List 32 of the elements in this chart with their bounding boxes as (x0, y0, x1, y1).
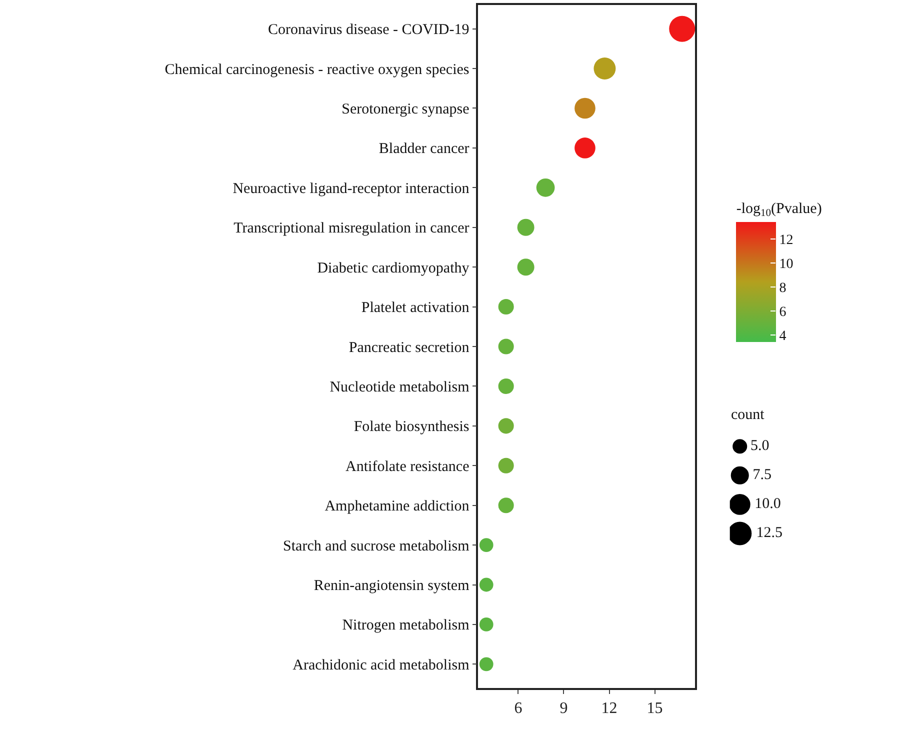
color-bar-label: 8 (779, 280, 786, 296)
legend-label: 7.5 (752, 467, 772, 484)
color-bar-label: 12 (779, 232, 794, 248)
y-tick-label: Platelet activation (361, 300, 470, 316)
legend-label: 12.5 (756, 525, 782, 542)
color-bar-label: 10 (779, 256, 794, 272)
y-tick-label: Renin-angiotensin system (314, 578, 470, 594)
legend-title: count (731, 407, 766, 423)
y-tick-label: Starch and sucrose metabolism (283, 538, 470, 554)
y-tick-label: Arachidonic acid metabolism (292, 657, 470, 674)
x-tick-label: 12 (601, 700, 618, 717)
y-tick-label: Neuroactive ligand-receptor interaction (232, 180, 470, 197)
y-tick-label: Serotonergic synapse (342, 101, 470, 118)
y-tick-label: Nitrogen metabolism (342, 618, 470, 634)
x-tick-label: 6 (514, 700, 522, 717)
x-tick-label: 15 (646, 700, 663, 717)
y-tick-label: Coronavirus disease - COVID-19 (268, 22, 470, 38)
y-tick-label: Amphetamine addiction (324, 498, 470, 515)
y-tick-label: Antifolate resistance (346, 458, 470, 475)
color-bar-title: -log$_{10}$(Pvalue) (736, 200, 822, 219)
color-bar-label: 4 (779, 328, 786, 344)
legend-label: 5.0 (750, 438, 770, 454)
y-tick-label: Bladder cancer (378, 141, 470, 158)
y-tick-label: Nucleotide metabolism (330, 379, 470, 396)
y-tick-label: Chemical carcinogenesis - reactive oxygen species (164, 62, 470, 78)
x-tick-label: 9 (560, 700, 568, 717)
y-tick-label: Transcriptional misregulation in cancer (234, 220, 470, 237)
color-bar-label: 6 (779, 304, 786, 320)
y-tick-label: Diabetic cardiomyopathy (317, 260, 470, 276)
y-tick-label: Folate biosynthesis (354, 419, 470, 436)
legend-label: 10.0 (754, 496, 781, 512)
y-tick-label: Pancreatic secretion (348, 340, 470, 356)
